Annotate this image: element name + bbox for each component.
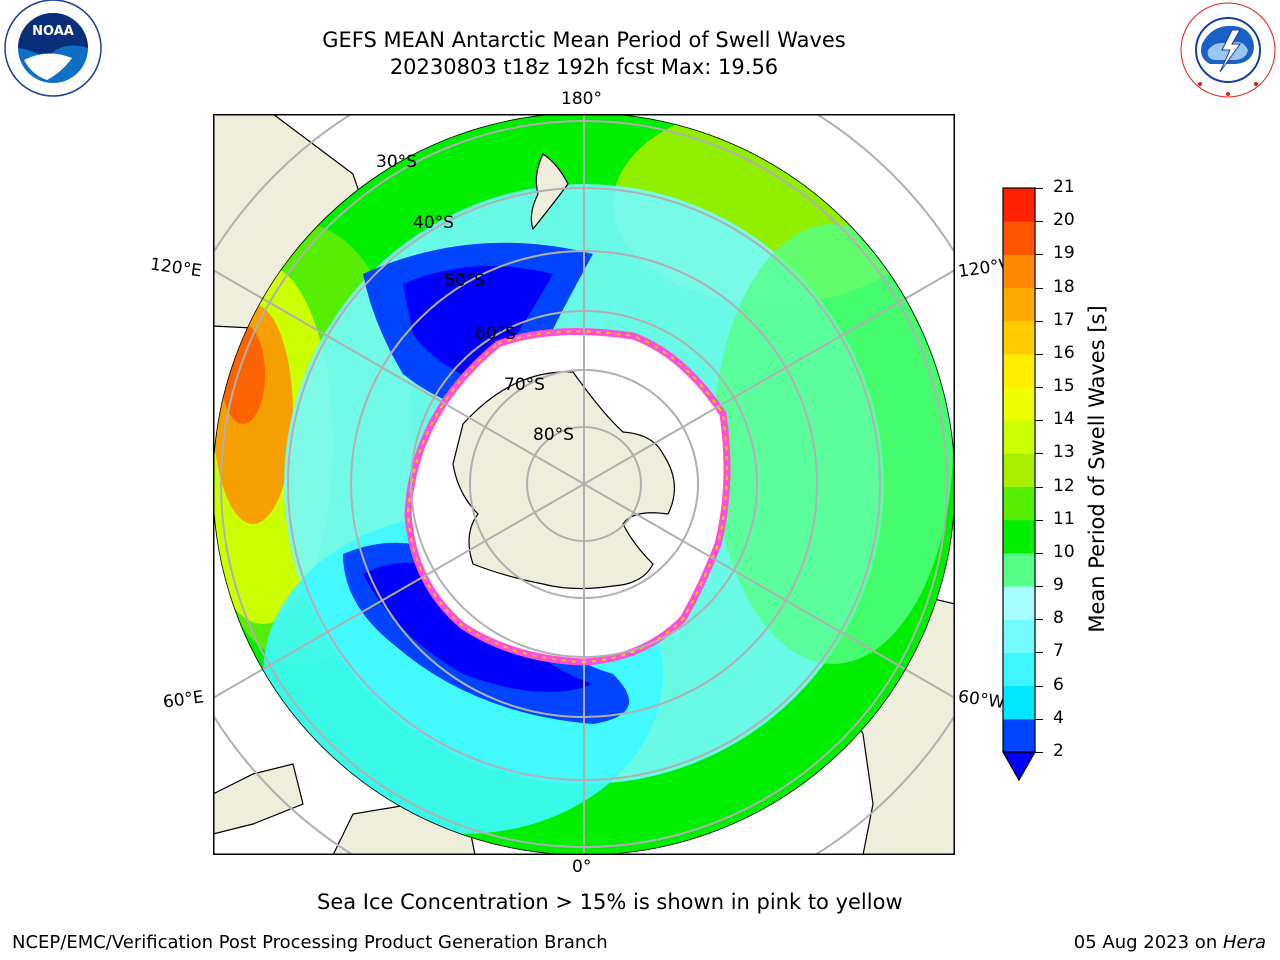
colorbar-tick-label: 15 — [1053, 376, 1075, 397]
colorbar-tick-label: 17 — [1053, 309, 1075, 330]
colorbar-under-triangle — [1001, 751, 1037, 782]
colorbar-band — [1003, 586, 1035, 620]
sea-ice-caption: Sea Ice Concentration > 15% is shown in … — [317, 890, 903, 914]
colorbar-band — [1003, 387, 1035, 421]
footer-right: 05 Aug 2023 on Hera — [1074, 932, 1266, 953]
footer-left: NCEP/EMC/Verification Post Processing Pr… — [12, 932, 608, 953]
colorbar-tick-label: 21 — [1053, 177, 1075, 197]
colorbar-tick-mark — [1035, 586, 1043, 588]
nws-logo — [1176, 0, 1280, 100]
noaa-logo: NOAA — [2, 0, 104, 100]
colorbar-tick-label: 18 — [1053, 276, 1075, 297]
colorbar-tick-mark — [1035, 752, 1043, 753]
madagascar-landmass — [213, 763, 304, 835]
colorbar-band — [1003, 254, 1035, 289]
colorbar-tick-mark — [1035, 420, 1043, 422]
colorbar — [1000, 186, 1040, 786]
colorbar-band — [1003, 718, 1035, 753]
antarctica-landmass — [452, 371, 676, 590]
colorbar-tick-mark — [1035, 254, 1043, 256]
colorbar-tick-mark — [1035, 718, 1043, 720]
colorbar-tick-mark — [1035, 552, 1043, 554]
colorbar-band — [1003, 287, 1035, 322]
lon-label-180: 180° — [561, 89, 602, 109]
colorbar-band — [1003, 453, 1035, 488]
footer-machine: Hera — [1222, 932, 1266, 953]
colorbar-tick-label: 6 — [1053, 674, 1064, 695]
noaa-logo-text: NOAA — [32, 24, 74, 39]
lat-label-50s: 50°S — [444, 271, 485, 291]
colorbar-tick-label: 20 — [1053, 210, 1075, 231]
colorbar-tick-mark — [1035, 320, 1043, 322]
lon-label-60w: 60°W — [956, 686, 1007, 714]
colorbar-tick-label: 13 — [1053, 442, 1075, 463]
colorbar-tick-mark — [1035, 387, 1043, 389]
colorbar-band — [1003, 619, 1035, 653]
lon-label-0: 0° — [572, 857, 592, 877]
lat-label-40s: 40°S — [413, 213, 454, 233]
colorbar-tick-label: 10 — [1053, 541, 1075, 562]
new-zealand-landmass — [530, 153, 569, 231]
colorbar-band — [1003, 420, 1035, 454]
lat-label-30s: 30°S — [376, 152, 417, 172]
chart-title-line1: GEFS MEAN Antarctic Mean Period of Swell… — [322, 28, 846, 52]
colorbar-tick-label: 8 — [1053, 608, 1064, 629]
lat-label-70s: 70°S — [504, 375, 545, 395]
map-panel — [213, 114, 955, 855]
colorbar-tick-mark — [1035, 619, 1043, 621]
colorbar-tick-mark — [1035, 353, 1043, 355]
colorbar-band — [1003, 519, 1035, 554]
footer-date: 05 Aug 2023 on — [1073, 932, 1223, 953]
chart-title-line2: 20230803 t18z 192h fcst Max: 19.56 — [389, 55, 779, 79]
colorbar-band — [1003, 486, 1035, 521]
colorbar-tick-label: 7 — [1053, 641, 1064, 662]
colorbar-tick-mark — [1035, 453, 1043, 455]
colorbar-band — [1003, 552, 1035, 587]
graticule — [213, 114, 955, 855]
colorbar-band — [1003, 320, 1035, 355]
colorbar-tick-mark — [1035, 188, 1043, 189]
colorbar-tick-label: 9 — [1053, 575, 1064, 596]
colorbar-tick-mark — [1035, 652, 1043, 654]
colorbar-tick-mark — [1035, 685, 1043, 687]
colorbar-band — [1003, 353, 1035, 388]
polar-map — [213, 114, 955, 855]
colorbar-tick-mark — [1035, 287, 1043, 289]
colorbar-tick-label: 14 — [1053, 409, 1075, 430]
colorbar-tick-label: 2 — [1053, 741, 1064, 761]
lat-label-80s: 80°S — [533, 425, 574, 445]
colorbar-tick-label: 12 — [1053, 475, 1075, 496]
colorbar-label: Mean Period of Swell Waves [s] — [1085, 305, 1109, 633]
lon-label-60e: 60°E — [161, 687, 206, 713]
colorbar-tick-label: 11 — [1053, 508, 1075, 529]
colorbar-band — [1003, 188, 1035, 222]
colorbar-tick-label: 16 — [1053, 342, 1075, 363]
colorbar-band — [1003, 221, 1035, 255]
lat-label-60s: 60°S — [475, 324, 516, 344]
colorbar-band — [1003, 685, 1035, 720]
colorbar-tick-label: 19 — [1053, 243, 1075, 264]
colorbar-tick-mark — [1035, 519, 1043, 521]
colorbar-tick-label: 4 — [1053, 707, 1064, 728]
colorbar-tick-mark — [1035, 221, 1043, 223]
colorbar-band — [1003, 652, 1035, 687]
colorbar-tick-mark — [1035, 486, 1043, 488]
lon-label-120e: 120°E — [148, 254, 203, 282]
